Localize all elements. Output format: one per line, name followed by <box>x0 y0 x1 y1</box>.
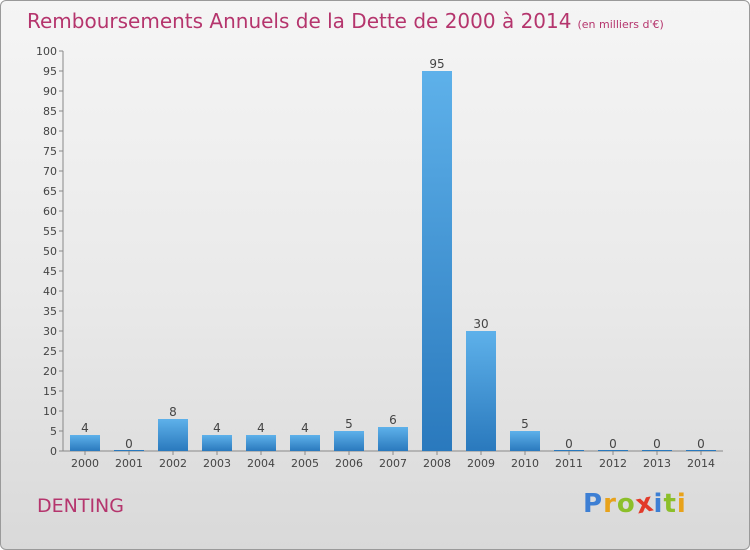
x-tick-label: 2008 <box>423 457 451 470</box>
x-tick-label: 2003 <box>203 457 231 470</box>
bar-value-label: 0 <box>125 437 133 451</box>
bar <box>466 331 496 451</box>
bar <box>246 435 276 451</box>
bar <box>422 71 452 451</box>
logo-letter: i <box>676 489 687 519</box>
x-tick-label: 2004 <box>247 457 275 470</box>
chart-axes: 0510152025303540455055606570758085909510… <box>36 45 723 458</box>
y-tick-label: 95 <box>43 65 57 78</box>
y-tick-label: 30 <box>43 325 57 338</box>
y-tick-label: 50 <box>43 245 57 258</box>
y-tick-label: 80 <box>43 125 57 138</box>
y-tick-label: 35 <box>43 305 57 318</box>
y-tick-label: 100 <box>36 45 57 58</box>
y-tick-label: 85 <box>43 105 57 118</box>
logo-letter: o <box>616 489 636 519</box>
bar <box>158 419 188 451</box>
x-tick-label: 2014 <box>687 457 715 470</box>
bar-value-label: 4 <box>301 421 309 435</box>
y-tick-label: 60 <box>43 205 57 218</box>
bar <box>334 431 364 451</box>
y-tick-label: 90 <box>43 85 57 98</box>
commune-name: DENTING <box>37 495 124 517</box>
bar-value-label: 4 <box>257 421 265 435</box>
bar <box>70 435 100 451</box>
bar-value-label: 0 <box>565 437 573 451</box>
x-tick-label: 2001 <box>115 457 143 470</box>
bar <box>202 435 232 451</box>
y-tick-label: 20 <box>43 365 57 378</box>
chart-bars <box>70 71 716 451</box>
chart-labels: 4 2000 0 2001 8 2002 4 2003 4 2004 4 2005 5 2006 6 2007… <box>71 57 715 470</box>
x-tick-label: 2009 <box>467 457 495 470</box>
bar-value-label: 95 <box>429 57 444 71</box>
x-tick-label: 2012 <box>599 457 627 470</box>
y-tick-label: 70 <box>43 165 57 178</box>
chart-title-block: Remboursements Annuels de la Dette de 20… <box>27 9 664 33</box>
y-tick-label: 65 <box>43 185 57 198</box>
logo-letter: r <box>603 489 617 519</box>
y-tick-label: 15 <box>43 385 57 398</box>
bar-value-label: 6 <box>389 413 397 427</box>
bar-value-label: 0 <box>609 437 617 451</box>
x-tick-label: 2005 <box>291 457 319 470</box>
x-tick-label: 2006 <box>335 457 363 470</box>
bar-value-label: 30 <box>473 317 488 331</box>
bar <box>378 427 408 451</box>
bar-value-label: 5 <box>345 417 353 431</box>
y-tick-label: 55 <box>43 225 57 238</box>
chart-title: Remboursements Annuels de la Dette de 20… <box>27 9 572 33</box>
y-tick-label: 40 <box>43 285 57 298</box>
x-tick-label: 2000 <box>71 457 99 470</box>
y-tick-label: 45 <box>43 265 57 278</box>
x-tick-label: 2010 <box>511 457 539 470</box>
x-tick-label: 2007 <box>379 457 407 470</box>
logo-letter: P <box>583 489 604 519</box>
logo-letter: i <box>653 489 664 519</box>
bar <box>290 435 320 451</box>
bar-value-label: 4 <box>213 421 221 435</box>
bar <box>510 431 540 451</box>
bar-value-label: 5 <box>521 417 529 431</box>
y-tick-label: 5 <box>50 425 57 438</box>
chart-subtitle: (en milliers d'€) <box>577 18 664 31</box>
bar-value-label: 0 <box>653 437 661 451</box>
bar-value-label: 4 <box>81 421 89 435</box>
y-tick-label: 25 <box>43 345 57 358</box>
x-tick-label: 2002 <box>159 457 187 470</box>
bar-value-label: 8 <box>169 405 177 419</box>
y-tick-label: 10 <box>43 405 57 418</box>
x-tick-label: 2013 <box>643 457 671 470</box>
y-tick-label: 75 <box>43 145 57 158</box>
proxiti-logo: Proxiti <box>583 487 687 520</box>
bar-value-label: 0 <box>697 437 705 451</box>
y-tick-label: 0 <box>50 445 57 458</box>
x-tick-label: 2011 <box>555 457 583 470</box>
logo-letter: t <box>663 489 677 519</box>
